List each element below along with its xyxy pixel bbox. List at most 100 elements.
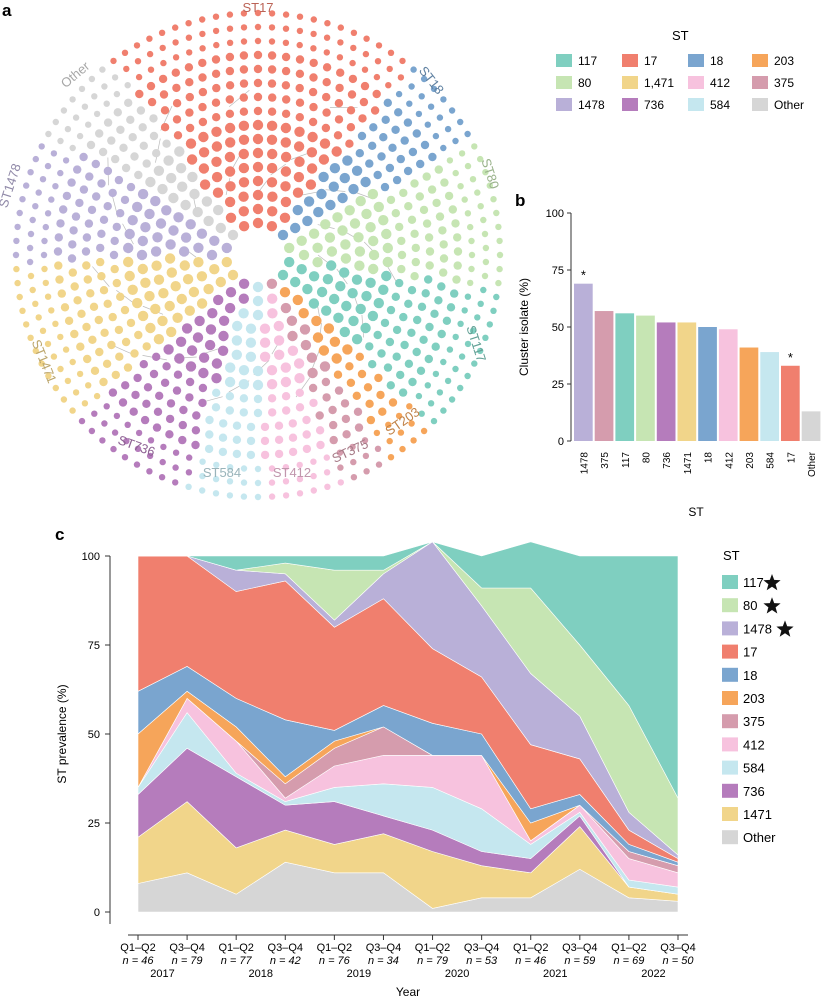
bar-x-tick-label: 203	[745, 452, 756, 469]
network-node	[153, 334, 165, 345]
network-node	[464, 293, 472, 300]
network-node	[29, 286, 36, 294]
bar-375	[594, 311, 614, 441]
network-node	[282, 464, 290, 471]
network-node	[337, 24, 344, 31]
network-label-584: ST584	[203, 465, 241, 480]
network-node	[139, 141, 148, 150]
network-node	[123, 65, 130, 73]
bar-y-tick-label: 100	[546, 208, 564, 220]
bar-y-axis-label: Cluster isolate (%)	[517, 278, 531, 376]
network-node	[453, 247, 463, 256]
network-node	[374, 373, 383, 383]
network-node	[198, 383, 208, 393]
legend-a-swatch	[556, 76, 572, 89]
network-node	[296, 41, 303, 49]
network-node	[91, 159, 101, 169]
network-node	[99, 377, 108, 387]
network-node	[339, 267, 350, 278]
network-node	[224, 122, 236, 134]
network-node	[79, 185, 89, 194]
panel-b-letter: b	[515, 191, 525, 210]
network-node	[367, 188, 379, 200]
network-node	[295, 83, 304, 93]
network-node	[254, 493, 262, 501]
area-x-period: Q3–Q4	[660, 942, 695, 954]
network-node	[185, 108, 194, 117]
network-node	[350, 29, 358, 36]
network-node	[404, 299, 413, 308]
network-node	[124, 228, 135, 240]
network-node	[232, 449, 242, 459]
network-node	[464, 162, 472, 170]
network-node	[382, 242, 393, 254]
network-node	[110, 264, 119, 274]
network-node	[218, 330, 229, 342]
network-node	[386, 65, 393, 73]
network-node	[159, 44, 166, 52]
network-node	[246, 422, 256, 432]
area-x-count: n = 69	[613, 955, 644, 967]
network-node	[378, 284, 389, 295]
legend-c-label: 736	[743, 784, 765, 799]
network-node	[331, 146, 342, 157]
network-node	[185, 123, 195, 133]
network-node	[93, 392, 101, 400]
network-node	[215, 222, 226, 234]
legend-c-swatch	[722, 667, 738, 682]
legend-c-item-1478: 1478	[722, 620, 794, 637]
network-node	[482, 334, 489, 341]
network-node	[165, 239, 176, 250]
network-node	[349, 218, 361, 229]
network-node	[362, 50, 370, 58]
legend-a-label: 80	[578, 76, 592, 90]
network-node	[145, 176, 156, 188]
network-node	[121, 337, 131, 347]
network-node	[103, 202, 112, 211]
network-node	[329, 420, 338, 430]
network-node	[92, 192, 101, 201]
network-node	[212, 83, 221, 93]
network-node	[424, 233, 434, 242]
network-node	[239, 408, 248, 417]
network-node	[350, 474, 358, 481]
network-node	[239, 93, 248, 102]
network-node	[419, 335, 428, 344]
network-node	[226, 478, 234, 485]
bar-y-tick-label: 0	[558, 436, 564, 448]
network-node	[259, 351, 271, 362]
network-node	[375, 42, 383, 49]
legend-c-swatch	[722, 737, 738, 752]
network-node	[172, 24, 179, 31]
area-x-count: n = 79	[417, 955, 448, 967]
network-node	[218, 447, 228, 457]
network-node	[212, 187, 224, 198]
network-node	[114, 175, 124, 185]
network-node	[495, 223, 502, 231]
network-node	[413, 315, 422, 325]
network-node	[181, 323, 193, 334]
network-node	[206, 249, 218, 261]
network-node	[302, 415, 311, 425]
legend-a-title: ST	[672, 28, 689, 43]
network-node	[83, 275, 93, 284]
network-node	[205, 430, 214, 439]
network-node	[239, 107, 249, 116]
area-y-tick-label: 75	[88, 640, 100, 652]
network-node	[260, 422, 270, 432]
network-node	[287, 330, 298, 342]
network-node	[67, 178, 76, 187]
network-node	[240, 493, 248, 500]
network-node	[385, 337, 395, 347]
network-node	[111, 74, 119, 81]
network-node	[218, 315, 230, 326]
network-node	[348, 183, 359, 195]
bar-annotation: *	[788, 350, 793, 365]
network-node	[252, 161, 264, 173]
legend-a-swatch	[752, 54, 768, 67]
network-node	[469, 176, 477, 183]
network-node	[252, 281, 264, 293]
network-node	[439, 268, 448, 277]
network-node	[98, 147, 108, 157]
network-node	[395, 222, 404, 232]
